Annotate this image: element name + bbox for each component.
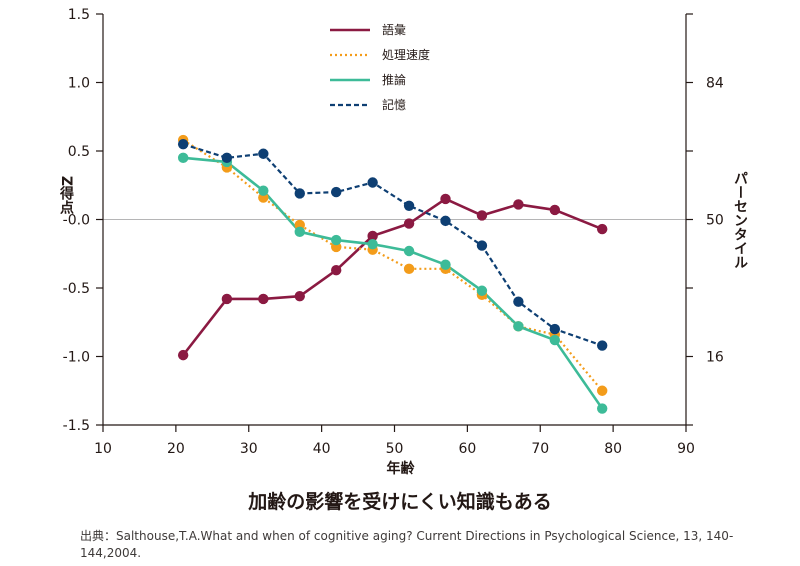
data-point-series-3 [294, 226, 305, 238]
data-point-series-4 [177, 138, 189, 150]
data-point-series-1 [258, 293, 269, 305]
chart: 1.5 1.0 0.5 -0.0 -0.5 -1.0 -1.5 84 50 16 10 20 30 40 5… [58, 7, 748, 477]
data-point-series-3 [177, 152, 189, 164]
data-point-series-3 [403, 245, 415, 257]
data-point-series-4 [476, 240, 488, 251]
data-point-series-1 [294, 291, 305, 302]
data-point-series-3 [258, 185, 269, 196]
x-tick-label: 60 [458, 441, 476, 457]
x-tick-label: 20 [167, 441, 185, 457]
legend-label-4: 記憶 [382, 97, 406, 112]
source-note: 出典：Salthouse,T.A.What and when of cognit… [80, 529, 734, 560]
data-point-series-2 [596, 385, 608, 396]
y-tick-label: -1.5 [63, 418, 90, 434]
data-point-series-3 [367, 238, 378, 250]
x-tick-label: 80 [604, 441, 622, 457]
y2-tick-label: 16 [706, 350, 724, 366]
y-tick-label: 0.5 [68, 144, 90, 160]
data-point-series-4 [549, 323, 561, 335]
data-point-series-1 [440, 193, 451, 205]
data-point-series-1 [403, 218, 415, 229]
data-point-series-3 [549, 334, 561, 346]
y-tick-label: -0.5 [63, 281, 90, 297]
y-tick-label: -0.0 [63, 213, 90, 229]
data-point-series-1 [221, 293, 233, 305]
data-point-series-1 [476, 210, 488, 221]
data-point-series-1 [549, 204, 561, 216]
data-point-series-4 [294, 188, 305, 199]
data-point-series-2 [403, 263, 415, 275]
y-tick-label: -1.0 [63, 350, 90, 366]
data-point-series-4 [221, 152, 233, 164]
y2-tick-label: 50 [706, 213, 724, 229]
axes: 1.5 1.0 0.5 -0.0 -0.5 -1.0 -1.5 84 50 16 10 20 30 40 5… [58, 7, 748, 477]
y-axis-title: Z得点 [58, 176, 75, 215]
data-point-series-1 [513, 199, 524, 210]
series-line-1 [182, 197, 603, 356]
data-point-series-1 [596, 223, 608, 235]
x-tick-label: 90 [677, 441, 695, 457]
data-point-series-4 [258, 148, 269, 159]
data-point-series-3 [331, 234, 342, 246]
x-tick-label: 30 [240, 441, 258, 457]
data-point-series-3 [476, 285, 488, 296]
y-tick-label: 1.0 [68, 76, 90, 92]
x-tick-label: 50 [386, 441, 404, 457]
y2-tick-label: 84 [706, 76, 724, 92]
data-point-series-4 [440, 215, 451, 227]
legend-label-1: 語彙 [382, 22, 406, 37]
legend-label-2: 処理速度 [382, 47, 430, 62]
legend-label-3: 推論 [382, 72, 406, 87]
data-point-series-3 [596, 403, 608, 414]
x-tick-label: 70 [531, 441, 549, 457]
x-tick-label: 40 [313, 441, 331, 457]
data-point-series-4 [596, 340, 608, 351]
series-layer [177, 134, 608, 414]
series-line-4 [182, 143, 603, 347]
y-tick-label: 1.5 [68, 7, 90, 23]
figure-title: 加齢の影響を受けにくい知識もある [248, 491, 552, 513]
data-point-series-4 [513, 296, 524, 307]
data-point-series-1 [367, 230, 378, 242]
data-point-series-4 [403, 200, 415, 211]
x-axis-title: 年齢 [387, 460, 416, 477]
data-point-series-4 [331, 186, 342, 198]
data-point-series-4 [367, 177, 378, 188]
data-point-series-3 [513, 321, 524, 332]
y2-axis-title: パーセンタイル [732, 171, 748, 269]
data-point-series-3 [440, 259, 451, 270]
x-tick-label: 10 [94, 441, 112, 457]
data-point-series-1 [177, 349, 189, 361]
data-point-series-1 [331, 264, 342, 276]
series-line-3 [183, 156, 604, 410]
